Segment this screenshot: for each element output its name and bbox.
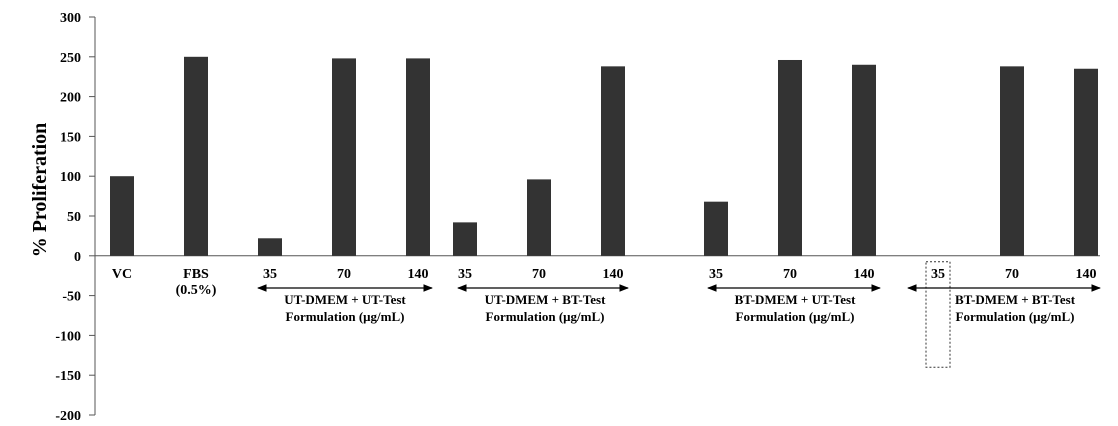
group-annotations: UT-DMEM + UT-Test Formulation (μg/mL) UT-D… xyxy=(257,284,1101,324)
bar xyxy=(778,59,802,256)
category-labels: VC FBS(0.5%) 35 70 140 35 70 140 35 70 140 35 70 140 xyxy=(112,261,1097,368)
bar xyxy=(1000,66,1024,256)
y-tick-label: -50 xyxy=(62,290,81,305)
bar xyxy=(332,58,356,256)
bar xyxy=(1074,68,1098,256)
highlight-box xyxy=(925,261,951,368)
y-tick-label: -100 xyxy=(55,329,81,344)
category-label: (0.5%) xyxy=(176,283,217,298)
y-tick-label: 50 xyxy=(67,210,81,225)
bar xyxy=(852,64,876,256)
category-label: 140 xyxy=(1076,267,1097,282)
group-label: Formulation (μg/mL) xyxy=(956,309,1075,324)
category-label: 70 xyxy=(532,267,546,282)
y-tick-label: 200 xyxy=(60,91,81,106)
category-label: 35 xyxy=(931,267,945,282)
category-label: 70 xyxy=(1005,267,1019,282)
category-label: 140 xyxy=(408,267,429,282)
group-label: Formulation (μg/mL) xyxy=(486,309,605,324)
group-label: BT-DMEM + UT-Test xyxy=(735,292,856,307)
category-label: 35 xyxy=(458,267,472,282)
group-label: UT-DMEM + UT-Test xyxy=(284,292,406,307)
y-tick-label: 100 xyxy=(60,170,81,185)
category-label: 140 xyxy=(603,267,624,282)
y-axis: 300 250 200 150 100 50 0 -50 -100 -150 -200 xyxy=(55,11,96,424)
bar xyxy=(406,58,430,256)
category-label: 70 xyxy=(337,267,351,282)
y-tick-label: 0 xyxy=(74,250,81,265)
group-label: UT-DMEM + BT-Test xyxy=(485,292,606,307)
category-label: 35 xyxy=(709,267,723,282)
group-label: Formulation (μg/mL) xyxy=(286,309,405,324)
category-label: VC xyxy=(112,267,132,282)
y-tick-label: 300 xyxy=(60,11,81,26)
bar xyxy=(258,238,282,256)
bar xyxy=(601,66,625,256)
category-label: 70 xyxy=(783,267,797,282)
bar xyxy=(704,201,728,256)
category-label: FBS xyxy=(183,267,209,282)
y-axis-label: % Proliferation xyxy=(29,123,51,258)
bar xyxy=(110,176,134,256)
bars xyxy=(110,56,1098,256)
group-label: BT-DMEM + BT-Test xyxy=(955,292,1076,307)
y-tick-label: 150 xyxy=(60,130,81,145)
y-tick-label: -150 xyxy=(55,369,81,384)
bar xyxy=(184,56,208,256)
bar xyxy=(527,179,551,256)
bar xyxy=(453,222,477,256)
category-label: 35 xyxy=(263,267,277,282)
category-label: 140 xyxy=(854,267,875,282)
y-tick-label: 250 xyxy=(60,51,81,66)
y-tick-label: -200 xyxy=(55,409,81,424)
group-label: Formulation (μg/mL) xyxy=(736,309,855,324)
